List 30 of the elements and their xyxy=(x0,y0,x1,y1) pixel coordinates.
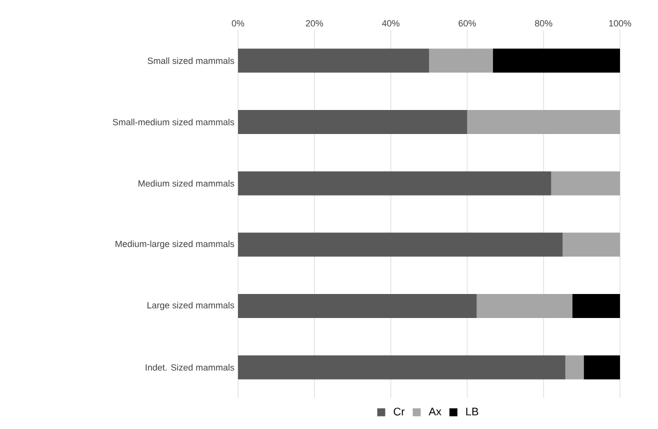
y-tick-label: Large sized mammals xyxy=(148,302,234,310)
bar xyxy=(565,355,584,380)
bar xyxy=(492,48,620,73)
bar xyxy=(572,294,620,318)
bar xyxy=(562,232,620,257)
x-tick-label: 0% xyxy=(232,20,244,26)
bar xyxy=(584,355,620,380)
legend-label: Cr xyxy=(394,408,405,416)
bar xyxy=(476,294,572,318)
y-tick-label: Indet. Sized mammals xyxy=(146,364,234,371)
x-tick-label: 20% xyxy=(306,20,324,26)
bar xyxy=(238,110,468,134)
legend-label: Ax xyxy=(428,408,442,416)
bar xyxy=(551,171,620,196)
x-tick-label: 80% xyxy=(535,20,552,26)
bar xyxy=(238,171,552,196)
x-tick-label: 100% xyxy=(609,20,632,26)
y-tick-label: Small sized mammals xyxy=(148,57,234,64)
bar xyxy=(467,110,620,134)
legend-label: LB xyxy=(466,408,478,416)
bar xyxy=(238,355,566,380)
bar xyxy=(238,294,477,318)
bar xyxy=(429,48,493,73)
bar xyxy=(238,232,563,257)
y-tick-label: Medium sized mammals xyxy=(138,180,234,187)
bar xyxy=(238,48,430,73)
x-tick-label: 60% xyxy=(458,20,476,26)
x-tick-label: 40% xyxy=(382,20,400,26)
y-tick-label: Medium-large sized mammals xyxy=(116,240,234,249)
y-tick-label: Small-medium sized mammals xyxy=(112,118,234,126)
